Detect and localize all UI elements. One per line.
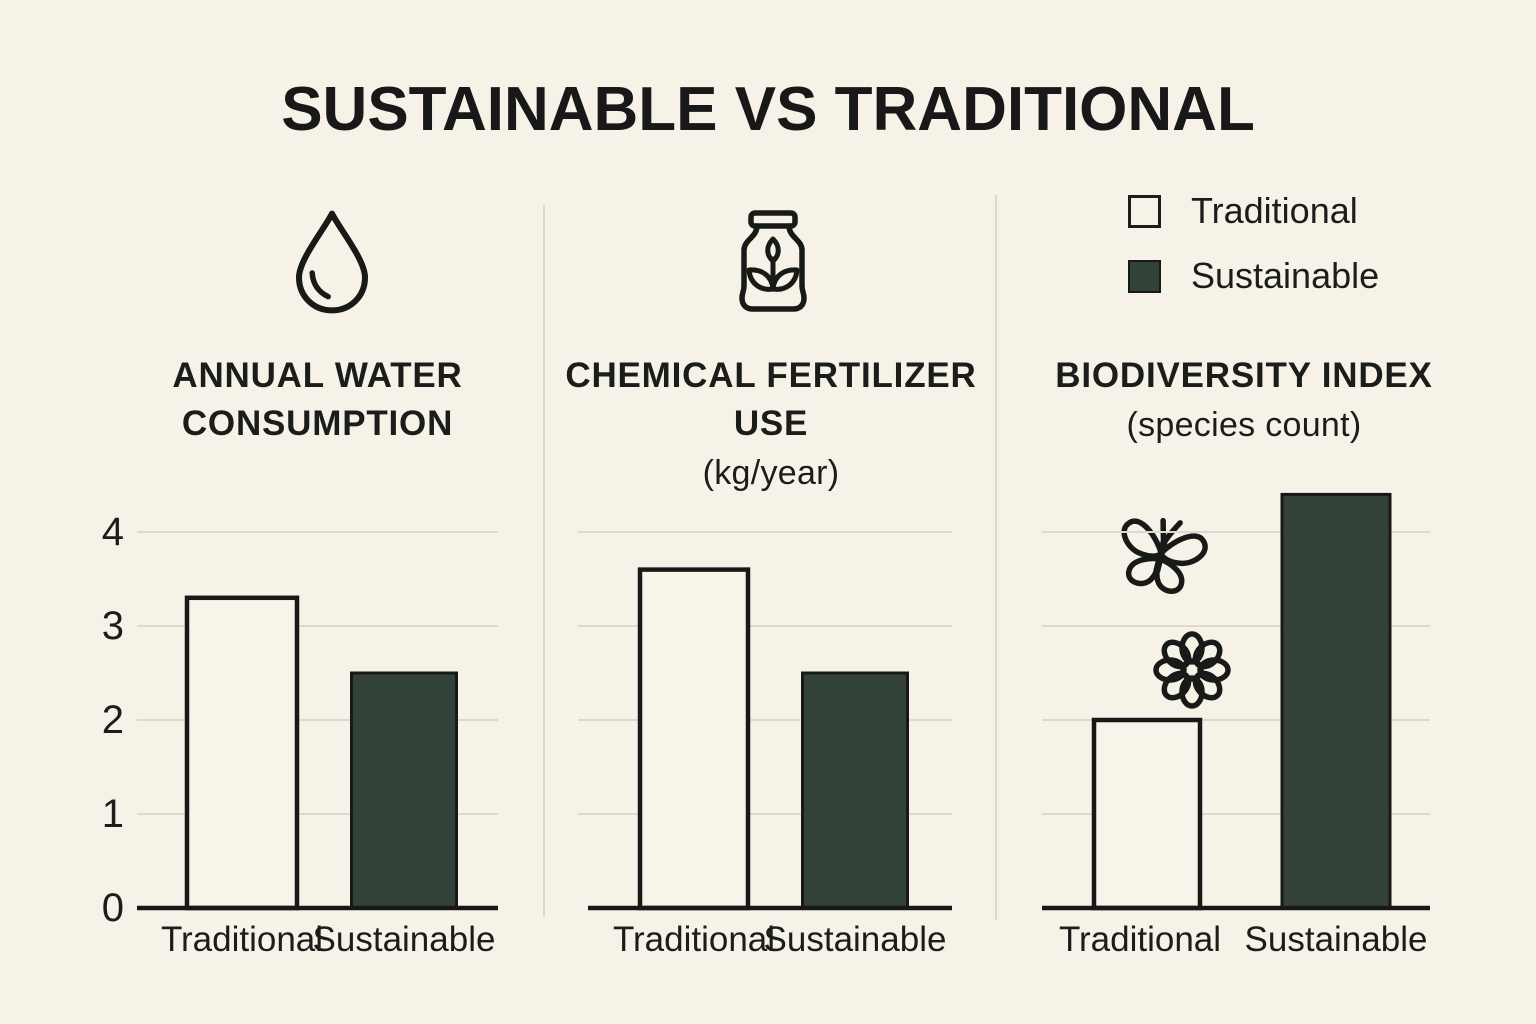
legend: Traditional Sustainable: [1128, 190, 1379, 320]
legend-item-sustainable: Sustainable: [1128, 255, 1379, 297]
legend-label: Sustainable: [1191, 255, 1380, 296]
legend-swatch-sustainable: [1128, 259, 1161, 293]
y-axis-tick-label: 3: [101, 604, 124, 648]
chart-title-line: CONSUMPTION: [181, 404, 454, 443]
chart-title-water: ANNUAL WATER CONSUMPTION: [85, 352, 550, 448]
bar-traditional: [184, 595, 300, 911]
flower-icon: [1153, 631, 1231, 709]
chart-subtitle: (kg/year): [702, 454, 840, 492]
chart-title-line: USE: [733, 404, 809, 443]
chart-title-line: BIODIVERSITY INDEX: [1055, 356, 1433, 395]
bar-traditional: [1091, 717, 1203, 911]
column-divider: [995, 195, 997, 920]
x-axis-category-label: Traditional: [1058, 920, 1222, 959]
legend-label: Traditional: [1191, 190, 1358, 231]
butterfly-icon: [1121, 517, 1208, 594]
bar-sustainable: [350, 671, 458, 910]
column-divider: [543, 205, 545, 917]
x-axis-category-label: Sustainable: [1244, 920, 1428, 959]
page-title: SUSTAINABLE VS TRADITIONAL: [281, 75, 1255, 144]
y-axis-tick-label: 0: [101, 886, 124, 930]
x-axis-category-label: Traditional: [612, 920, 776, 959]
y-axis-tick-label: 2: [101, 698, 124, 742]
bar-traditional: [637, 567, 751, 911]
legend-item-traditional: Traditional: [1128, 190, 1379, 232]
x-axis-category-label: Traditional: [160, 920, 324, 959]
bar-sustainable: [801, 671, 909, 910]
chart-title-fertilizer: CHEMICAL FERTILIZER USE (kg/year): [555, 352, 987, 496]
fertilizer-bag-icon: [739, 210, 807, 312]
x-axis-category-label: Sustainable: [312, 920, 496, 959]
legend-swatch-traditional: [1128, 194, 1161, 228]
y-axis-tick-label: 4: [101, 510, 124, 554]
x-axis-category-label: Sustainable: [763, 920, 947, 959]
chart-title-biodiversity: BIODIVERSITY INDEX (species count): [1005, 352, 1483, 448]
chart-subtitle: (species count): [1126, 406, 1362, 444]
chart-title-line: ANNUAL WATER: [172, 356, 463, 395]
bar-sustainable: [1280, 492, 1392, 910]
water-drop-icon: [295, 210, 369, 314]
y-axis-tick-label: 1: [101, 792, 124, 836]
chart-title-line: CHEMICAL FERTILIZER: [565, 356, 977, 395]
